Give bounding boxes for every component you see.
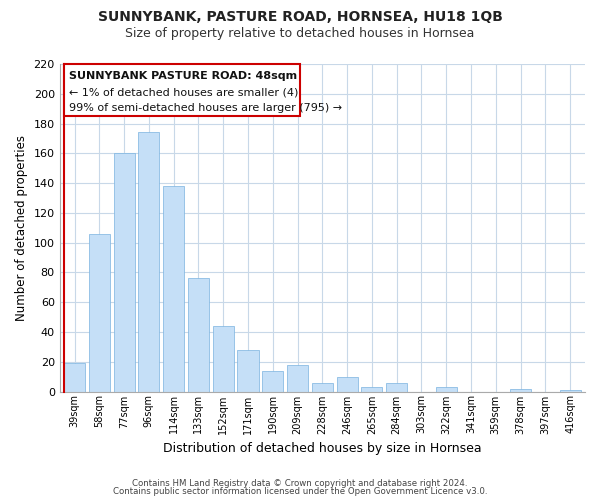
Bar [436,387,457,392]
Bar [262,370,283,392]
Bar [312,382,333,392]
Text: ← 1% of detached houses are smaller (4): ← 1% of detached houses are smaller (4) [69,88,298,98]
Bar [361,387,382,392]
Bar [386,382,407,392]
Bar [337,376,358,392]
Text: SUNNYBANK, PASTURE ROAD, HORNSEA, HU18 1QB: SUNNYBANK, PASTURE ROAD, HORNSEA, HU18 1… [98,10,502,24]
Bar [238,350,259,392]
X-axis label: Distribution of detached houses by size in Hornsea: Distribution of detached houses by size … [163,442,482,455]
Bar [287,364,308,392]
Bar [64,363,85,392]
Bar [113,154,134,392]
Bar [89,234,110,392]
Text: Contains public sector information licensed under the Open Government Licence v3: Contains public sector information licen… [113,487,487,496]
Bar [139,132,160,392]
Text: Contains HM Land Registry data © Crown copyright and database right 2024.: Contains HM Land Registry data © Crown c… [132,478,468,488]
Y-axis label: Number of detached properties: Number of detached properties [15,135,28,321]
Bar [560,390,581,392]
Text: 99% of semi-detached houses are larger (795) →: 99% of semi-detached houses are larger (… [69,102,342,113]
Bar [510,388,531,392]
Bar [212,326,234,392]
Text: SUNNYBANK PASTURE ROAD: 48sqm: SUNNYBANK PASTURE ROAD: 48sqm [69,72,297,82]
Text: Size of property relative to detached houses in Hornsea: Size of property relative to detached ho… [125,28,475,40]
Bar [163,186,184,392]
FancyBboxPatch shape [64,64,299,116]
Bar [188,278,209,392]
